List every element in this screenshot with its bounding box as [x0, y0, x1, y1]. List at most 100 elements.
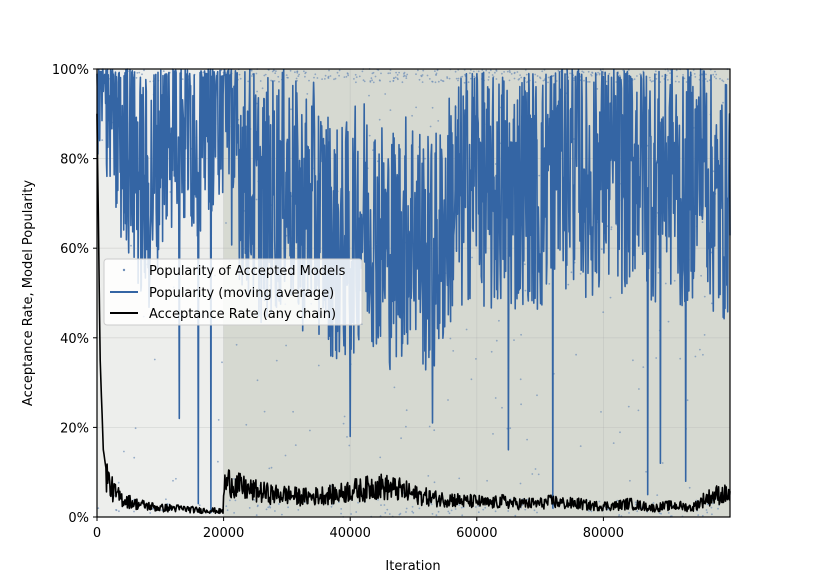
scatter-point: [405, 409, 408, 412]
scatter-point: [398, 71, 400, 74]
scatter-point: [598, 500, 601, 503]
scatter-point: [248, 507, 251, 509]
scatter-point: [667, 512, 670, 514]
scatter-point: [435, 72, 438, 75]
scatter-point: [233, 512, 236, 514]
scatter-point: [510, 73, 513, 75]
scatter-point: [474, 506, 477, 508]
scatter-point: [261, 87, 264, 90]
y-tick-label: 80%: [60, 153, 89, 168]
scatter-point: [486, 479, 488, 482]
scatter-point: [415, 73, 417, 76]
scatter-point: [652, 502, 655, 504]
scatter-point: [217, 419, 220, 421]
scatter-point: [719, 77, 721, 80]
scatter-point: [636, 75, 638, 77]
scatter-point: [285, 344, 287, 347]
scatter-point: [524, 508, 527, 511]
scatter-point: [654, 70, 657, 73]
scatter-point: [573, 79, 575, 81]
scatter-point: [412, 511, 415, 514]
scatter-point: [368, 134, 371, 137]
scatter-point: [523, 263, 526, 266]
scatter-point: [703, 295, 706, 298]
scatter-point: [427, 475, 430, 477]
scatter-point: [636, 510, 639, 513]
scatter-point: [579, 272, 582, 275]
scatter-point: [508, 69, 511, 72]
scatter-point: [275, 359, 278, 362]
scatter-point: [712, 170, 715, 173]
scatter-point: [338, 74, 340, 77]
x-axis-label: Iteration: [385, 559, 440, 574]
scatter-point: [217, 460, 219, 463]
scatter-point: [273, 80, 276, 82]
scatter-point: [686, 399, 689, 402]
scatter-point: [368, 94, 370, 97]
scatter-point: [115, 509, 118, 512]
scatter-point: [715, 73, 718, 76]
scatter-point: [648, 76, 651, 79]
scatter-point: [627, 405, 630, 408]
scatter-point: [534, 73, 537, 76]
scatter-point: [289, 69, 292, 72]
scatter-point: [538, 174, 541, 177]
scatter-point: [329, 75, 332, 77]
scatter-point: [411, 114, 413, 117]
scatter-point: [660, 512, 662, 515]
scatter-point: [434, 70, 436, 72]
scatter-point: [437, 120, 440, 122]
scatter-point: [590, 74, 593, 77]
scatter-point: [507, 510, 510, 512]
scatter-point: [447, 510, 450, 513]
scatter-point: [379, 79, 381, 82]
scatter-point: [721, 79, 724, 82]
scatter-point: [461, 514, 464, 517]
scatter-point: [477, 511, 480, 514]
scatter-point: [536, 75, 539, 77]
scatter-point: [473, 75, 476, 78]
scatter-point: [405, 75, 408, 78]
scatter-point: [638, 388, 640, 390]
scatter-point: [181, 78, 184, 80]
scatter-point: [583, 79, 585, 82]
scatter-point: [645, 470, 647, 473]
scatter-point: [428, 425, 431, 428]
scatter-point: [263, 74, 266, 77]
scatter-point: [384, 93, 387, 95]
scatter-point: [324, 74, 327, 77]
scatter-point: [238, 73, 241, 76]
scatter-point: [618, 74, 621, 77]
y-axis-label: Acceptance Rate, Model Popularity: [21, 180, 36, 406]
scatter-point: [287, 76, 289, 79]
scatter-point: [330, 505, 333, 508]
scatter-point: [405, 77, 408, 79]
scatter-point: [405, 511, 407, 513]
scatter-point: [679, 357, 682, 360]
scatter-point: [685, 81, 688, 83]
legend-label-popularity: Popularity (moving average): [149, 286, 334, 301]
scatter-point: [149, 80, 152, 83]
scatter-point: [682, 74, 684, 76]
scatter-point: [463, 81, 466, 84]
popularity-line: [96, 68, 731, 514]
scatter-point: [494, 71, 496, 74]
scatter-point: [297, 509, 300, 511]
scatter-point: [396, 77, 399, 80]
scatter-point: [520, 403, 522, 406]
scatter-point: [533, 509, 536, 512]
scatter-point: [573, 77, 575, 79]
scatter-point: [436, 69, 439, 72]
scatter-point: [667, 320, 670, 323]
scatter-point: [710, 302, 713, 305]
scatter-point: [371, 79, 373, 82]
scatter-point: [362, 79, 365, 82]
scatter-point: [460, 76, 462, 79]
scatter-point: [263, 410, 266, 413]
scatter-point: [597, 71, 599, 74]
scatter-point: [501, 72, 503, 75]
scatter-point: [524, 289, 527, 292]
scatter-point: [579, 445, 582, 447]
scatter-point: [245, 423, 248, 426]
scatter-point: [295, 77, 298, 80]
